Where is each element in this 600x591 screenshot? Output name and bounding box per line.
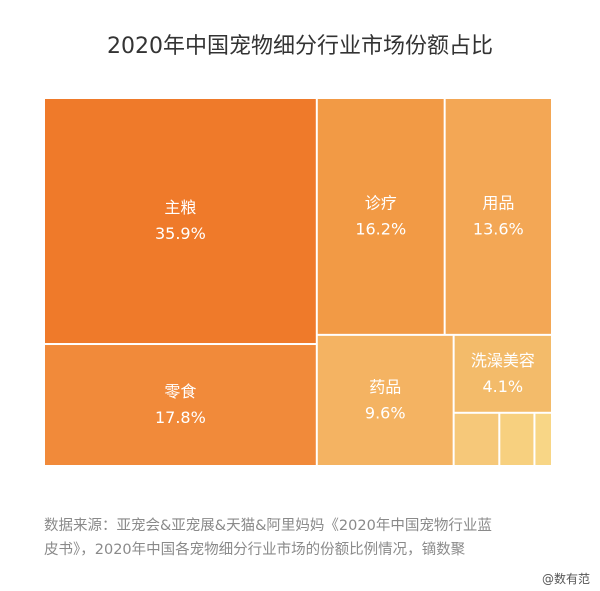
tile-value-1: 17.8% bbox=[155, 408, 206, 427]
tile-value-5: 4.1% bbox=[482, 377, 523, 396]
chart-title: 2020年中国宠物细分行业市场份额占比 bbox=[107, 34, 493, 59]
tile-name-1: 零食 bbox=[164, 382, 196, 401]
treemap-tile-0 bbox=[45, 99, 316, 344]
tile-value-4: 9.6% bbox=[365, 403, 406, 422]
source-line-2: 皮书》，2020年中国各宠物细分行业市场的份额比例情况，镝数聚 bbox=[44, 542, 466, 558]
treemap-tile-5 bbox=[454, 335, 551, 412]
data-source-note: 数据来源：亚宠会&亚宠展&天猫&阿里妈妈《2020年中国宠物行业蓝 皮书》，20… bbox=[44, 514, 564, 562]
tile-name-4: 药品 bbox=[369, 377, 401, 396]
tile-name-5: 洗澡美容 bbox=[471, 351, 535, 370]
footer-credit: @数有范 bbox=[541, 572, 590, 586]
treemap-tile-3 bbox=[445, 99, 551, 334]
source-line-1: 数据来源：亚宠会&亚宠展&天猫&阿里妈妈《2020年中国宠物行业蓝 bbox=[44, 518, 492, 534]
treemap-tile-2 bbox=[317, 99, 444, 334]
tile-value-2: 16.2% bbox=[355, 219, 406, 238]
treemap-tile-6 bbox=[454, 413, 499, 465]
tile-name-0: 主粮 bbox=[164, 198, 196, 217]
treemap-tile-8 bbox=[535, 413, 551, 465]
tile-name-2: 诊疗 bbox=[365, 193, 397, 212]
treemap-tile-1 bbox=[45, 345, 316, 465]
treemap-tile-4 bbox=[317, 335, 453, 465]
treemap-tile-7 bbox=[500, 413, 534, 465]
tile-value-3: 13.6% bbox=[473, 219, 524, 238]
treemap-chart: 主粮 35.9% 零食 17.8% 诊疗 16.2% 用品 13.6% 药品 9.6% 洗澡美容 4.… bbox=[45, 99, 551, 465]
tile-value-0: 35.9% bbox=[155, 224, 206, 243]
tile-name-3: 用品 bbox=[482, 193, 514, 212]
